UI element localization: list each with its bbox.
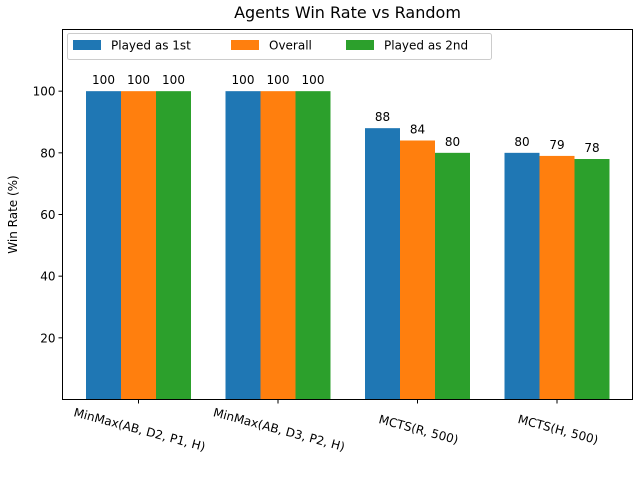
- legend-swatch: [73, 40, 101, 50]
- chart-title: Agents Win Rate vs Random: [234, 3, 461, 22]
- bar: [260, 91, 296, 400]
- x-tick-label: MinMax(AB, D2, P1, H): [72, 405, 207, 454]
- y-tick-label: 40: [40, 270, 55, 284]
- x-tick-label: MinMax(AB, D3, P2, H): [212, 405, 347, 454]
- data-label: 78: [584, 141, 599, 155]
- bar: [539, 155, 575, 400]
- y-tick-label: 100: [33, 85, 56, 99]
- data-label: 80: [445, 135, 460, 149]
- data-label: 79: [549, 138, 564, 152]
- y-axis: 20 40 60 80 100: [33, 85, 63, 345]
- data-label: 100: [267, 73, 290, 87]
- bar: [365, 128, 400, 400]
- plot-frame: [62, 29, 633, 400]
- data-label: 80: [514, 135, 529, 149]
- legend-swatch: [231, 40, 259, 50]
- y-tick-label: 80: [40, 146, 55, 160]
- data-label: 100: [232, 73, 255, 87]
- bar: [295, 91, 331, 400]
- bar: [435, 152, 470, 400]
- bar: [86, 91, 121, 400]
- data-label: 100: [162, 73, 185, 87]
- y-tick-label: 20: [40, 331, 55, 345]
- legend-label: Played as 2nd: [384, 39, 468, 53]
- data-label: 88: [375, 110, 390, 124]
- legend-label: Played as 1st: [111, 39, 191, 53]
- y-axis-label: Win Rate (%): [6, 175, 20, 253]
- data-label: 100: [92, 73, 115, 87]
- legend-swatch: [346, 40, 374, 50]
- data-label: 100: [302, 73, 325, 87]
- bar: [400, 140, 435, 400]
- legend-frame: [67, 33, 492, 60]
- legend-label: Overall: [269, 39, 312, 53]
- bars-layer: [86, 91, 610, 400]
- bar: [574, 159, 610, 400]
- y-tick-label: 60: [40, 208, 55, 222]
- x-tick-label: MCTS(R, 500): [377, 412, 460, 447]
- x-axis: MinMax(AB, D2, P1, H) MinMax(AB, D3, P2, …: [72, 399, 600, 454]
- bar: [504, 152, 540, 400]
- bar: [156, 91, 191, 400]
- data-label: 84: [410, 123, 425, 137]
- data-labels-layer: 100 100 100 100 100 100 88 84 80 80 79 78: [92, 73, 600, 155]
- bar: [225, 91, 261, 400]
- x-tick-label: MCTS(H, 500): [516, 412, 599, 447]
- legend: Played as 1st Overall Played as 2nd: [67, 33, 492, 60]
- bar: [121, 91, 156, 400]
- data-label: 100: [127, 73, 150, 87]
